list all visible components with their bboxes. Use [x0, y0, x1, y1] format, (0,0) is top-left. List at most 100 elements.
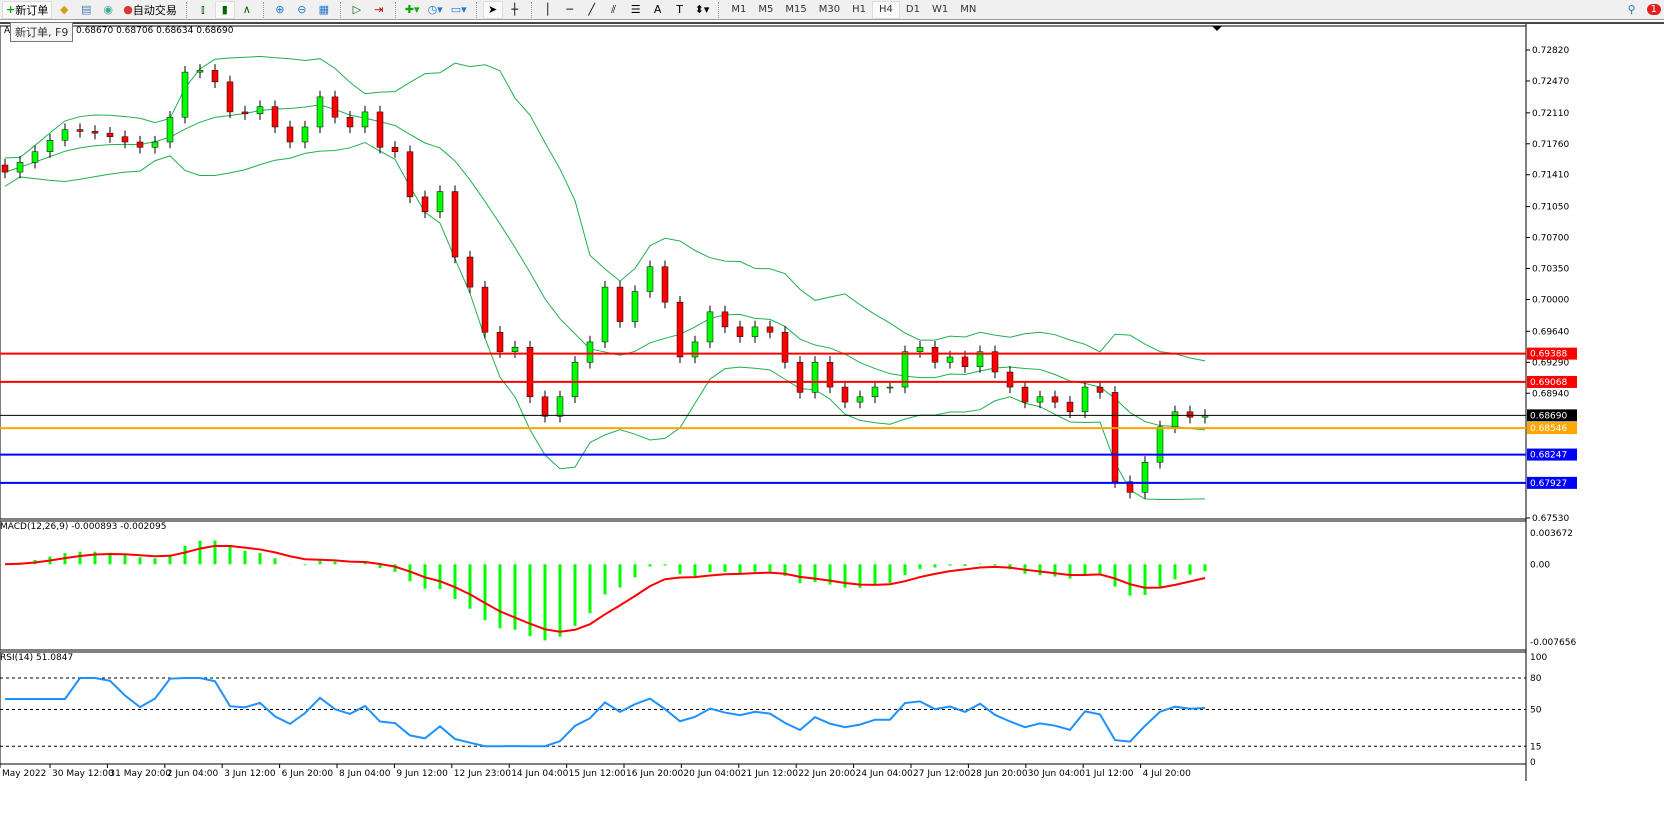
candle: [121, 136, 129, 143]
auto-trading-button[interactable]: ● 自动交易: [123, 3, 177, 17]
vertical-line-icon[interactable]: │: [544, 3, 551, 16]
tile-windows-icon[interactable]: ▦: [318, 3, 330, 16]
timeframe-w1[interactable]: W1: [931, 4, 949, 15]
macd-histogram-bar: [603, 564, 607, 595]
candle: [1126, 481, 1134, 493]
bar-chart-icon[interactable]: ⫾: [201, 2, 205, 16]
candle: [1141, 462, 1149, 493]
bollinger-upper: [4, 55, 1206, 362]
timeframe-m30[interactable]: M30: [818, 4, 841, 15]
timeframe-m5[interactable]: M5: [758, 4, 774, 15]
trendline-icon[interactable]: ╱: [588, 3, 595, 16]
macd-histogram-bar: [408, 564, 412, 582]
price-tick-label: 0.72110: [1532, 109, 1569, 119]
timeframe-h4[interactable]: H4: [871, 0, 900, 19]
price-tick-label: 0.70350: [1532, 265, 1569, 275]
rsi-label: RSI(14) 51.0847: [0, 653, 74, 663]
timeframe-h1[interactable]: H1: [852, 4, 866, 15]
candle: [421, 196, 429, 213]
price-level-label: 0.68690: [1530, 411, 1567, 421]
arrows-icon[interactable]: ⬍▾: [694, 3, 710, 16]
time-tick-label: 15 Jun 12:00: [569, 769, 626, 779]
cursor-icon[interactable]: ➤: [482, 0, 503, 19]
candle: [436, 191, 444, 213]
candle: [1081, 386, 1089, 413]
time-tick-label: 20 Jun 04:00: [683, 769, 740, 779]
candle: [571, 362, 579, 398]
candle: [361, 111, 369, 128]
chart-shift-icon[interactable]: ⇥: [374, 3, 384, 16]
candle: [871, 386, 879, 398]
macd-histogram-bar: [708, 564, 712, 573]
text-icon[interactable]: A: [653, 3, 662, 16]
timeframe-m15[interactable]: M15: [785, 4, 807, 15]
notification-badge: 1: [1646, 4, 1661, 15]
macd-histogram-bar: [483, 564, 487, 621]
macd-histogram-bar: [873, 564, 877, 586]
new-order-button[interactable]: + 新订单: [2, 0, 53, 19]
timeframe-mn[interactable]: MN: [960, 4, 977, 15]
candle: [706, 311, 714, 343]
zoom-out-icon[interactable]: ⊖: [297, 3, 307, 16]
price-level-tag: [1527, 476, 1577, 489]
time-tick-label: 22 Jun 20:00: [798, 769, 855, 779]
macd-histogram-bar: [633, 564, 637, 578]
market-watch-icon[interactable]: ◆: [59, 3, 69, 16]
new-order-icon: +: [6, 3, 16, 16]
macd-histogram-bar: [1083, 564, 1087, 576]
macd-histogram-bar: [933, 564, 937, 568]
crosshair-icon[interactable]: ┼: [511, 3, 518, 16]
indicators-icon[interactable]: ✚▾: [404, 3, 420, 16]
price-tick-label: 0.69640: [1532, 327, 1569, 337]
timeframe-d1[interactable]: D1: [905, 4, 920, 15]
price-level-tag: [1527, 347, 1577, 360]
macd-histogram-bar: [183, 545, 187, 565]
candle: [601, 286, 609, 343]
price-level-tag: [1527, 448, 1577, 461]
data-window-icon[interactable]: ▤: [81, 3, 92, 16]
candle: [76, 129, 84, 132]
candle: [1171, 411, 1179, 428]
periods-icon[interactable]: ◷▾: [427, 3, 443, 16]
notifications-button[interactable]: 1: [1644, 1, 1664, 19]
candle: [286, 126, 294, 143]
macd-histogram-bar: [843, 564, 847, 588]
price-level-tag: [1527, 375, 1577, 388]
search-icon[interactable]: ⚲: [1627, 3, 1636, 16]
rsi-tick-label: 80: [1530, 674, 1542, 684]
zoom-in-icon[interactable]: ⊕: [275, 3, 285, 16]
chart-canvas[interactable]: 0.72820 0.72470 0.72110 0.71760 0.71410 0.710…: [0, 24, 1664, 781]
time-tick-label: 2 Jun 04:00: [167, 769, 219, 779]
candle: [256, 106, 264, 114]
candle: [511, 347, 519, 352]
macd-histogram-bar: [1173, 564, 1177, 580]
fibonacci-icon[interactable]: ☰: [630, 3, 641, 16]
pane-frame: [0, 520, 1527, 651]
candle: [1, 164, 9, 173]
macd-histogram-bar: [573, 564, 577, 626]
templates-icon[interactable]: ▭▾: [450, 3, 467, 16]
candle: [331, 96, 339, 118]
time-tick-label: 14 Jun 04:00: [511, 769, 568, 779]
candle: [496, 331, 504, 352]
candle: [676, 301, 684, 358]
macd-histogram-bar: [378, 564, 382, 569]
candle: [811, 362, 819, 393]
candle: [1021, 386, 1029, 403]
horizontal-line-icon[interactable]: ─: [566, 3, 573, 16]
macd-histogram-bar: [243, 550, 247, 565]
auto-scroll-icon[interactable]: ▷: [352, 3, 362, 16]
macd-histogram-bar: [123, 554, 127, 565]
candle: [346, 116, 354, 128]
signals-icon[interactable]: ◉: [103, 3, 114, 16]
text-label-icon[interactable]: T: [676, 3, 683, 16]
macd-histogram-bar: [438, 564, 442, 590]
candle: [451, 191, 459, 258]
macd-tick-label: 0.003672: [1530, 529, 1573, 539]
candle-chart-icon[interactable]: ▮: [214, 0, 235, 19]
chart-window[interactable]: 0.72820 0.72470 0.72110 0.71760 0.71410 0.710…: [0, 22, 1664, 781]
candle: [856, 396, 864, 403]
timeframe-m1[interactable]: M1: [731, 4, 747, 15]
line-chart-icon[interactable]: ∧: [242, 3, 251, 16]
equidistant-channel-icon[interactable]: ⫽: [611, 2, 617, 16]
